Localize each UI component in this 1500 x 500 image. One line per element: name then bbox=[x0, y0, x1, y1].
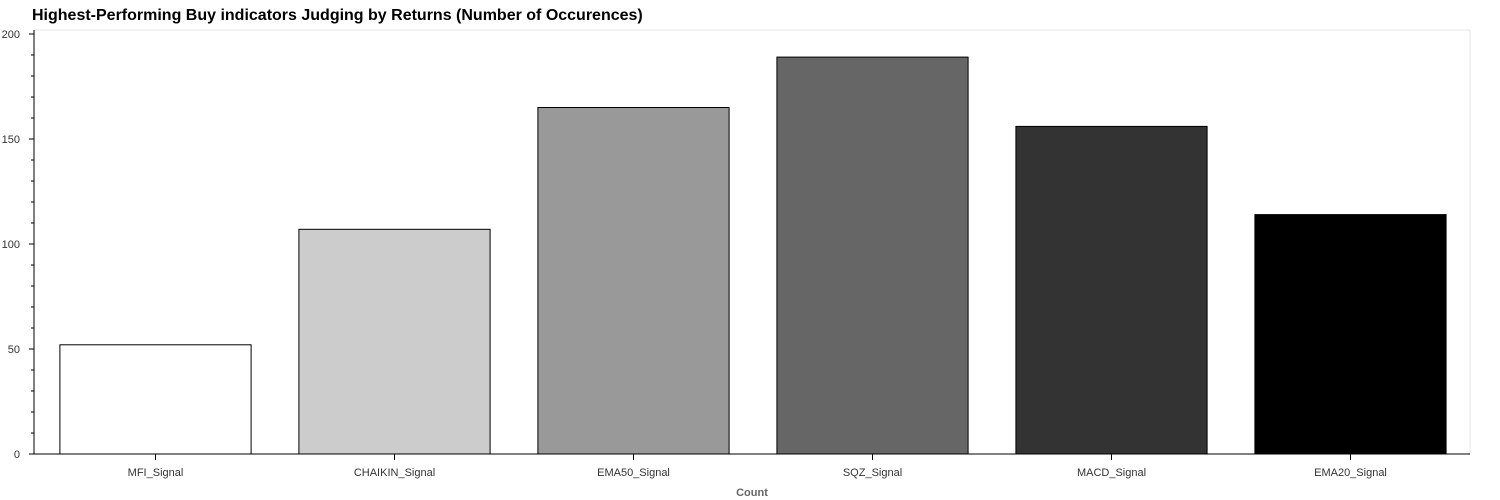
y-tick-label-50: 50 bbox=[8, 344, 20, 356]
chart-title: Highest-Performing Buy indicators Judgin… bbox=[32, 7, 643, 24]
bar-chaikin-signal bbox=[298, 228, 491, 455]
bar-ema20-signal bbox=[1254, 214, 1447, 455]
x-tick-label-chaikin-signal: CHAIKIN_Signal bbox=[354, 467, 435, 479]
y-tick-label-150: 150 bbox=[2, 134, 20, 146]
x-tick-label-macd-signal: MACD_Signal bbox=[1077, 467, 1146, 479]
bar-mfi-signal bbox=[59, 344, 252, 455]
x-tick-label-sqz-signal: SQZ_Signal bbox=[843, 467, 902, 479]
axes: 0 50 100 150 200 MFI_Signal CHAIKIN_Signal EMA5… bbox=[2, 29, 1470, 479]
x-tick-label-mfi-signal: MFI_Signal bbox=[128, 467, 184, 479]
y-tick-label-200: 200 bbox=[2, 29, 20, 41]
bar-macd-signal bbox=[1015, 125, 1208, 455]
x-tick-label-ema20-signal: EMA20_Signal bbox=[1314, 467, 1387, 479]
bar-ema50-signal bbox=[537, 107, 730, 455]
x-axis-title: Count bbox=[736, 487, 768, 499]
y-tick-label-100: 100 bbox=[2, 239, 20, 251]
y-tick-label-0: 0 bbox=[14, 449, 20, 461]
x-tick-label-ema50-signal: EMA50_Signal bbox=[597, 467, 670, 479]
bar-sqz-signal bbox=[776, 56, 969, 455]
bars bbox=[59, 56, 1447, 455]
